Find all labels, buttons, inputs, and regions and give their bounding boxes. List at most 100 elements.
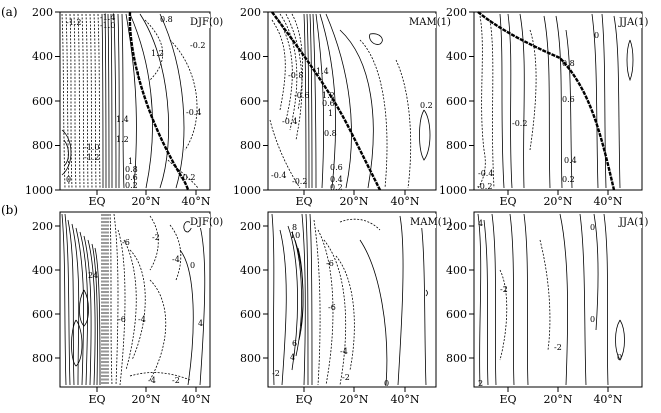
panel-frame [267,11,437,191]
contour-label: 24 [88,271,98,280]
x-axis [507,387,609,392]
contour-label: -4 [172,255,180,264]
contour-label: -2 [342,373,350,382]
contour-label: 0.8 [125,165,138,174]
contour-label: 0.6 [562,95,575,104]
contour-label: -0.2 [512,119,527,128]
contour-label: 0.2 [562,175,575,184]
contour-label: -0.4 [271,171,286,180]
y-tick-label: 800 [446,139,467,152]
contour-label: 0.6 [322,99,335,108]
contour-label: -4 [138,315,146,324]
contour-label: -6 [122,238,130,247]
x-axis [303,387,406,392]
contour-labels: 4 0 -2 0 -2 0 2 [478,219,622,388]
y-tick-label: 400 [240,264,261,277]
panel-b-djf: -6 -2 -4 0 24 -6 -4 4 -4 -2 DJF(0) 200 4… [32,211,223,406]
contour-label: -2 [172,376,180,385]
contour-label: 0 [594,31,599,40]
y-tick-label: 200 [240,220,261,233]
x-tick-label: 40°N [593,393,622,406]
x-tick-label: EQ [499,393,516,406]
contour-label: 0 [590,315,595,324]
contour-label: -4 [340,347,348,356]
contour-label: -1.4 [100,13,115,22]
row-label-a: (a) [1,5,18,19]
y-tick-labels: 200 400 600 800 1000 [439,6,467,197]
x-tick-labels: EQ 20°N 40°N [499,393,622,406]
contour-label: -2 [272,369,280,378]
y-tick-label: 1000 [233,184,261,197]
x-tick-labels: EQ 20°N 40°N [88,393,210,406]
y-tick-label: 400 [446,50,467,63]
x-tick-label: 40°N [390,195,419,208]
y-axis [469,225,474,359]
contour-label: 1.4 [116,115,129,124]
x-axis [96,190,197,195]
season-label-box [618,214,642,228]
contour-label: -2 [152,233,160,242]
y-tick-label: 200 [240,6,261,19]
contour-label: -0.8 [288,71,303,80]
y-tick-label: 200 [446,6,467,19]
boundary-line [271,11,382,191]
contour-label: 0 [190,261,195,270]
contour-label: 1 [136,71,141,80]
contour-label: 0 [617,353,622,362]
y-tick-label: 200 [32,6,53,19]
contour-label: 1.2 [322,91,335,100]
y-axis [55,11,60,191]
y-axis [263,11,268,191]
x-tick-label: EQ [88,195,105,208]
contour-label: 0.8 [160,15,173,24]
x-tick-label: EQ [499,195,516,208]
x-axis [507,190,609,195]
contour-label: -0.2 [180,173,195,182]
contour-label: 0.8 [324,129,337,138]
y-tick-labels: 200 400 600 800 [240,220,261,365]
y-tick-label: 1000 [25,184,53,197]
contour-labels: -6 -2 -4 0 24 -6 -4 4 -4 -2 [88,233,203,385]
panel-frame [59,211,211,388]
y-tick-labels: 200 400 600 800 [446,220,467,365]
contour-label: 0.2 [330,183,343,192]
contour-label: -2 [554,343,562,352]
contour-label: -0.6 [294,91,309,100]
x-tick-label: 40°N [593,195,622,208]
season-label-box [190,214,210,228]
season-label: JJA(1) [618,17,649,28]
contour-label: -1.2 [84,153,99,162]
contour-labels: -0.8 -0.6 1.4 1.2 -0.4 1 0.6 0.2 0.8 0.6… [271,67,433,192]
contour-label: 0 [384,379,389,388]
y-tick-label: 800 [32,352,53,365]
y-tick-label: 200 [446,220,467,233]
contour-label: -2 [500,285,508,294]
y-tick-label: 600 [446,308,467,321]
y-tick-labels: 200 400 600 800 1000 [25,6,53,197]
contour-label: 0.6 [125,173,138,182]
x-tick-label: EQ [295,195,312,208]
panel-b-mam: 8 10 -6 -6 6 4 -4 -2 -2 0 MAM(1) 200 400… [240,211,452,406]
contour-label: 1 [328,109,333,118]
season-label: DJF(0) [190,217,223,228]
panel-a-mam: -0.8 -0.6 1.4 1.2 -0.4 1 0.6 0.2 0.8 0.6… [233,6,451,208]
contour-label: 8 [292,223,297,232]
y-tick-label: 600 [446,95,467,108]
y-tick-label: 400 [446,264,467,277]
y-axis [469,11,474,191]
y-tick-label: 600 [240,95,261,108]
x-tick-label: 20°N [131,195,160,208]
contour-label: -0.2 [292,177,307,186]
x-tick-label: 20°N [543,195,572,208]
x-tick-label: 20°N [131,393,160,406]
y-tick-label: 600 [32,95,53,108]
season-label-box [618,14,642,28]
x-tick-label: EQ [88,393,105,406]
y-tick-label: 400 [32,264,53,277]
boundary-line [128,11,190,191]
y-tick-label: 800 [446,352,467,365]
contour-label: 4 [290,353,295,362]
x-tick-labels: EQ 20°N 40°N [499,195,622,208]
x-tick-label: 20°N [339,393,368,406]
